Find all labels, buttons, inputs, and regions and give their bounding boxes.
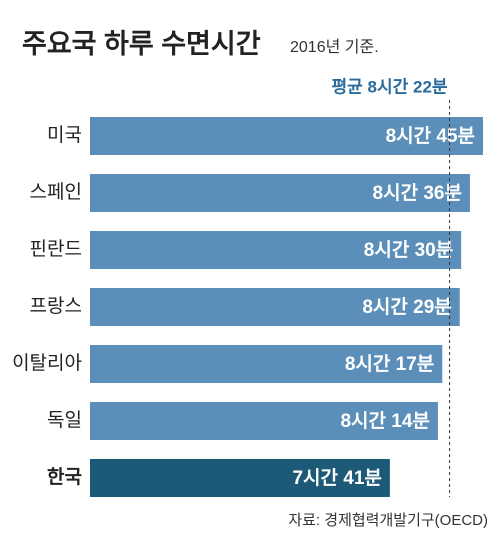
chart-subtitle: 2016년 기준. <box>290 38 379 56</box>
value-label: 8시간 29분 <box>362 296 451 318</box>
value-label: 8시간 36분 <box>373 182 462 204</box>
category-label: 핀란드 <box>30 238 82 260</box>
value-label: 8시간 45분 <box>386 125 475 147</box>
bar <box>90 402 438 440</box>
value-label: 7시간 41분 <box>292 467 381 489</box>
bar <box>90 288 460 326</box>
source-note: 자료: 경제협력개발기구(OECD) <box>288 512 488 529</box>
category-label: 독일 <box>47 409 82 431</box>
chart-title: 주요국 하루 수면시간 <box>22 29 261 59</box>
category-label: 프랑스 <box>30 295 82 317</box>
bar <box>90 174 470 212</box>
value-label: 8시간 14분 <box>340 410 429 432</box>
category-label: 이탈리아 <box>12 352 82 374</box>
value-label: 8시간 30분 <box>364 239 453 261</box>
bar <box>90 117 484 155</box>
category-label: 미국 <box>47 124 82 146</box>
bar <box>90 231 462 269</box>
category-label: 한국 <box>47 466 82 488</box>
value-label: 8시간 17분 <box>345 353 434 375</box>
category-label: 스페인 <box>30 181 82 203</box>
average-label: 평균 8시간 22분 <box>332 77 448 96</box>
bar <box>90 345 443 383</box>
bar <box>90 459 390 497</box>
